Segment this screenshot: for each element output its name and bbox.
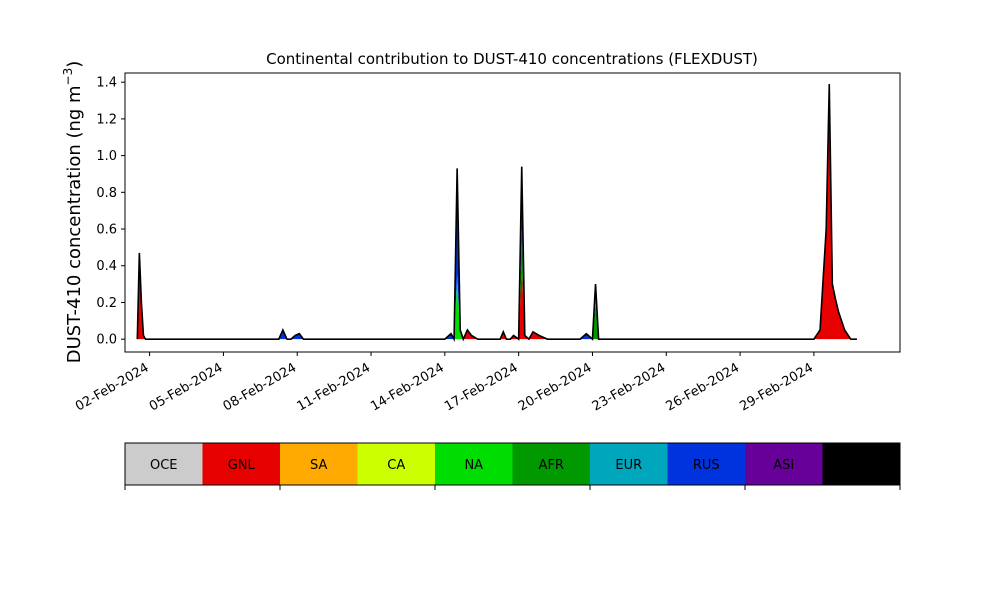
area-rus xyxy=(137,91,857,339)
y-tick-label: 0.2 xyxy=(96,296,117,311)
area-gnl xyxy=(137,110,857,339)
total-outline xyxy=(137,84,857,339)
area-eur xyxy=(137,110,857,339)
x-tick-label: 29-Feb-2024 xyxy=(737,360,816,414)
legend-label-rus: RUS xyxy=(693,458,720,473)
x-tick-label: 23-Feb-2024 xyxy=(590,360,669,414)
legend-label-asi: ASI xyxy=(773,458,794,473)
y-tick-label: 1.2 xyxy=(96,112,117,127)
y-axis-label-main: DUST-410 concentration (ng m xyxy=(64,85,85,363)
x-tick-label: 20-Feb-2024 xyxy=(516,360,595,414)
x-tick-label: 17-Feb-2024 xyxy=(442,360,521,414)
x-tick-label: 05-Feb-2024 xyxy=(147,360,226,414)
plot-frame xyxy=(125,73,900,352)
y-axis-label-close: ) xyxy=(64,61,85,68)
legend-label-aus: AUS xyxy=(848,458,875,473)
legend-label-gnl: GNL xyxy=(228,458,256,473)
axes: 0.0 0.2 0.4 0.6 0.8 1.0 1.2 1.4 02-Feb-202405-Fe… xyxy=(73,73,900,414)
legend-label-na: NA xyxy=(464,458,483,473)
y-axis-label: DUST-410 concentration (ng m−3) xyxy=(61,61,85,364)
legend: OCE GNL SA CA NA AFR EUR RUS ASI AUS xyxy=(125,443,900,490)
x-tick-label: 11-Feb-2024 xyxy=(294,360,373,414)
y-tick-label: 0.0 xyxy=(96,333,117,348)
legend-label-eur: EUR xyxy=(615,458,642,473)
y-tick-label: 0.6 xyxy=(96,223,117,238)
area-afr xyxy=(137,110,857,339)
y-tick-label: 1.4 xyxy=(96,76,117,91)
legend-label-oce: OCE xyxy=(150,458,178,473)
x-tick-label: 26-Feb-2024 xyxy=(664,360,743,414)
y-tick-label: 0.4 xyxy=(96,259,117,274)
chart-title: Continental contribution to DUST-410 con… xyxy=(266,50,758,68)
y-tick-label: 1.0 xyxy=(96,149,117,164)
legend-label-afr: AFR xyxy=(539,458,564,473)
x-tick-label: 02-Feb-2024 xyxy=(73,360,152,414)
x-tick-label: 14-Feb-2024 xyxy=(368,360,447,414)
legend-label-sa: SA xyxy=(310,458,327,473)
area-na xyxy=(137,110,857,339)
x-tick-label: 08-Feb-2024 xyxy=(221,360,300,414)
y-axis-label-superscript: −3 xyxy=(61,68,75,86)
area-aus xyxy=(137,84,857,339)
plot-area xyxy=(137,84,857,339)
legend-label-ca: CA xyxy=(387,458,405,473)
y-tick-label: 0.8 xyxy=(96,186,117,201)
